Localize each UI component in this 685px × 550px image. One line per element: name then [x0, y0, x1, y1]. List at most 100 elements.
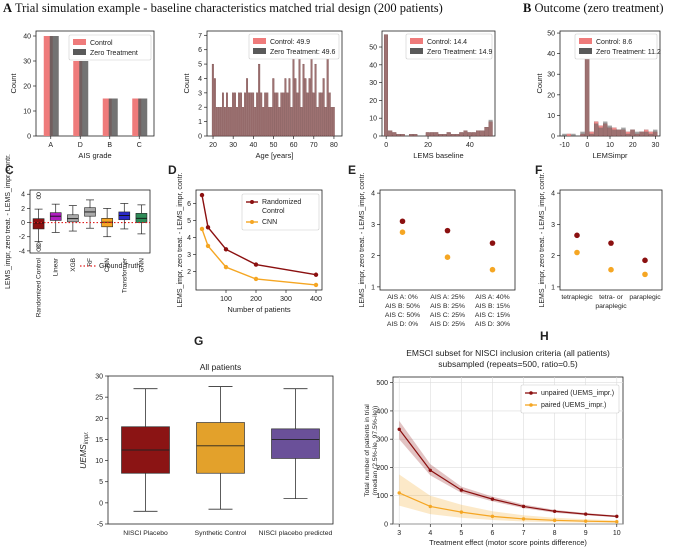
a1-legend-swatch-0	[73, 39, 86, 45]
d-point-1-0	[199, 226, 205, 232]
h-ytick-label-1: 100	[376, 493, 388, 500]
a1-bar-zero-D	[79, 61, 89, 136]
d-line-1	[201, 228, 317, 286]
a3-bar-zero-6	[409, 134, 414, 137]
a3-ytick-label-0: 0	[373, 134, 377, 141]
b1-ytick-label-3: 30	[547, 72, 555, 79]
h-point-0-5	[552, 509, 557, 513]
b1-legend-label-0: Control: 8.6	[596, 39, 632, 46]
a2-bar-zero-24	[260, 92, 263, 137]
g-ylabel: UEMSimpr.	[78, 431, 90, 469]
f-xtick-label-0-0: tetraplegic	[561, 294, 593, 301]
section-title-a-text: Trial simulation example - baseline char…	[14, 1, 443, 15]
f-point-1-0	[574, 249, 580, 256]
b1-legend-swatch-0	[579, 38, 592, 44]
a2-bar-zero-35	[282, 92, 285, 137]
a2-bar-zero-31	[274, 92, 277, 137]
a2-xtick-label-0: 20	[209, 142, 217, 149]
a2-ylabel: Count	[182, 73, 191, 94]
h-legend-marker-1	[529, 403, 533, 407]
d-xtick-label-2: 300	[280, 296, 292, 303]
a3-bar-zero-24	[484, 127, 489, 137]
a2-bar-zero-1	[213, 78, 216, 137]
a2-xtick-label-1: 30	[229, 142, 237, 149]
a2-bar-zero-3	[217, 107, 220, 137]
a2-bar-zero-60	[332, 107, 335, 137]
h-xtick-label-1: 4	[428, 530, 432, 537]
a3-legend-label-0: Control: 14.4	[427, 39, 467, 46]
h-ytick-label-2: 200	[376, 465, 388, 472]
b1-ytick-label-4: 40	[547, 51, 555, 58]
a3-legend-swatch-0	[410, 38, 423, 44]
a3-bar-zero-18	[459, 132, 464, 137]
f-axes-frame	[559, 189, 663, 291]
h-point-1-0	[397, 491, 401, 495]
a1-bar-zero-A	[49, 36, 59, 136]
a1-xtick-label-1: D	[78, 142, 83, 149]
h-legend-label-0: unpaired (UEMS_impr.)	[541, 390, 614, 397]
b1-bar-zero-11	[612, 129, 617, 137]
a1-bar-control-B	[102, 98, 112, 136]
panel-letter-g: G	[194, 334, 203, 348]
f-xtick-label-2-0: paraplegic	[629, 294, 661, 301]
f-ylabel: LEMS_impr, zero treat. - LEMS_impr, cont…	[539, 172, 546, 307]
a2-ytick-label-1: 1	[198, 119, 202, 126]
c-outlier-0-2	[36, 194, 41, 200]
a3-xtick-label-2: 40	[466, 142, 474, 149]
a2-bar-zero-46	[304, 78, 307, 137]
b1-bar-zero-0	[562, 133, 567, 137]
section-title-b-text: Outcome (zero treatment)	[534, 1, 664, 15]
d-point-1-3	[253, 276, 259, 282]
a2-xtick-label-2: 40	[249, 142, 257, 149]
b1-xtick-label-4: 30	[652, 142, 660, 149]
a2-bar-zero-42	[296, 92, 299, 137]
h-ylabel-2: (median (2.5%-ile, 97.5%-ile))	[372, 406, 379, 496]
a3-ytick-label-5: 50	[369, 45, 377, 52]
c-xtick-label-5: Transformer	[121, 257, 128, 293]
d-ylabel: LEMS_impr, zero treat. - LEMS_impr, cont…	[177, 172, 184, 307]
g-ytick-label-5: 20	[95, 416, 103, 423]
h-point-1-3	[490, 514, 495, 519]
e-xtick-label-2-1: AIS B: 15%	[475, 303, 510, 310]
a2-xtick-label-3: 50	[270, 142, 278, 149]
a2-ytick-label-4: 4	[198, 76, 202, 83]
e-xtick-label-0-0: AIS A: 0%	[387, 294, 418, 301]
b1-ytick-label-2: 20	[547, 92, 555, 99]
a2-bar-zero-13	[238, 92, 240, 137]
b1-bar-zero-12	[616, 129, 622, 137]
a1-bar-control-C	[132, 98, 142, 136]
h-point-0-0	[397, 427, 401, 431]
a3-bar-zero-1	[388, 130, 393, 137]
a2-bar-zero-7	[226, 92, 228, 137]
h-line-0	[398, 428, 617, 517]
f-xtick-label-1-0: tetra- or	[599, 294, 624, 301]
e-xtick-label-0-2: AIS C: 50%	[385, 312, 420, 319]
a2-bar-zero-19	[250, 92, 253, 137]
h-point-1-5	[552, 518, 557, 523]
h-point-0-3	[490, 497, 495, 501]
a2-bar-zero-8	[228, 107, 230, 137]
h-xtick-label-5: 8	[553, 530, 557, 537]
e-xtick-label-0-3: AIS D: 0%	[387, 321, 418, 328]
h-point-1-2	[459, 510, 464, 514]
b1-bar-zero-10	[607, 125, 612, 137]
a1-bar-control-A	[43, 36, 53, 136]
a2-bar-zero-18	[248, 92, 251, 137]
h-ytick-label-3: 300	[376, 437, 388, 444]
c-axes-frame	[29, 189, 151, 254]
a2-bar-zero-9	[230, 107, 232, 137]
c-xtick-label-1: Linear	[53, 257, 60, 276]
e-xtick-label-2-3: AIS D: 30%	[475, 321, 510, 328]
a3-ytick-label-1: 10	[369, 116, 377, 123]
a2-bar-zero-40	[292, 49, 295, 137]
a1-bar-control-D	[73, 61, 83, 136]
h-xtick-label-6: 9	[584, 530, 588, 537]
a2-ytick-label-7: 7	[198, 33, 202, 40]
e-xtick-label-1-1: AIS B: 25%	[430, 303, 465, 310]
e-point-0-2	[489, 240, 496, 246]
panel-letter-h: H	[540, 329, 549, 343]
g-ytick-label-6: 25	[95, 395, 103, 402]
f-xtick-label-1-1: paraplegic	[595, 303, 627, 310]
h-ytick-label-5: 500	[376, 380, 388, 387]
